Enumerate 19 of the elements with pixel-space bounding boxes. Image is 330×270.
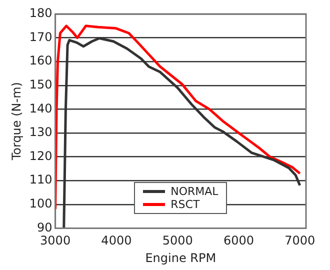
y-tick-label: 170 <box>29 30 52 44</box>
y-tick-label: 100 <box>29 196 52 211</box>
y-tick-label: 120 <box>29 148 52 163</box>
y-tick-label: 140 <box>29 101 52 116</box>
x-tick-label: 4000 <box>101 234 132 248</box>
x-tick-label: 3000 <box>40 234 71 248</box>
y-axis-title: Torque (N-m) <box>9 82 24 162</box>
y-tick-label: 110 <box>29 172 52 187</box>
y-tick-label: 160 <box>29 54 52 68</box>
x-tick-label: 5000 <box>162 234 193 248</box>
y-tick-label: 130 <box>29 125 52 140</box>
legend-label: RSCT <box>170 198 200 212</box>
y-tick-label: 90 <box>37 220 52 234</box>
y-tick-label: 150 <box>29 78 52 92</box>
legend-label: NORMAL <box>170 185 218 198</box>
y-tick-label: 180 <box>29 6 52 20</box>
x-tick-label: 7000 <box>284 234 316 248</box>
x-axis-title: Engine RPM <box>145 250 216 265</box>
x-tick-label: 6000 <box>223 234 254 248</box>
